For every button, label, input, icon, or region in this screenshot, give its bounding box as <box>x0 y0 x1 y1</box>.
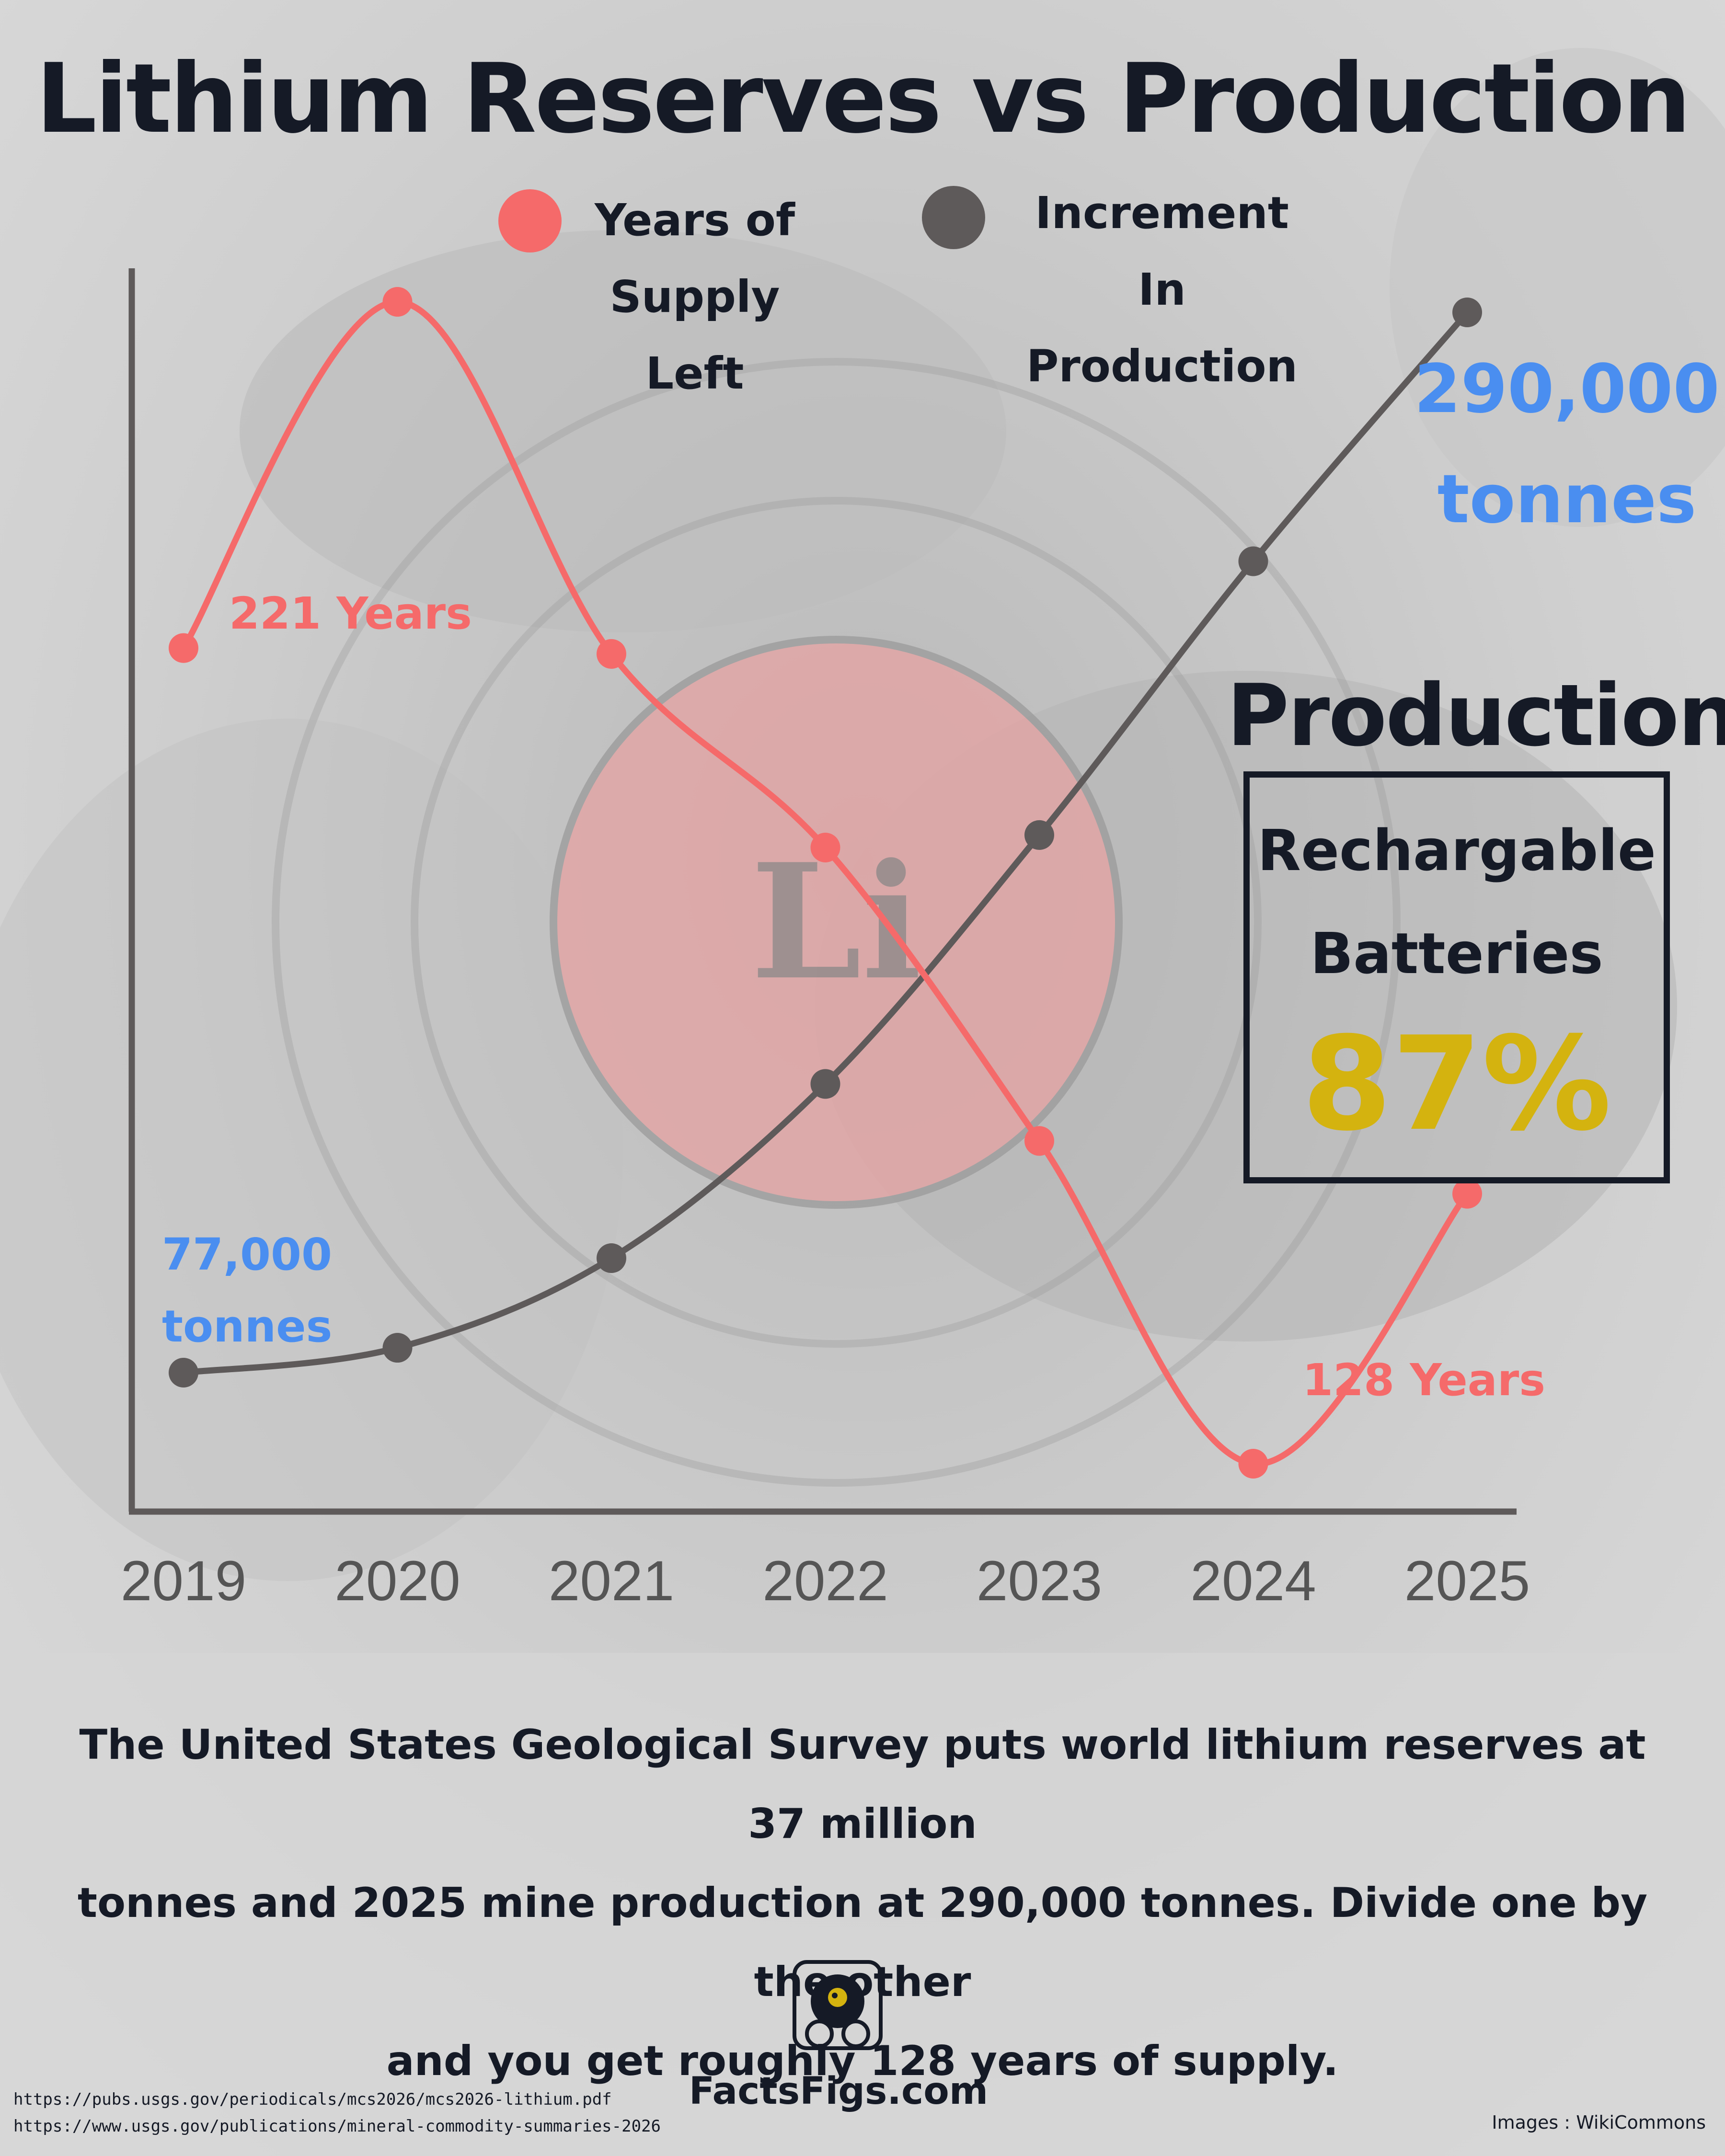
x-tick-label-2021: 2021 <box>549 1549 675 1613</box>
brand-name: FactsFigs.com <box>689 2070 989 2113</box>
data-point-production-2019 <box>169 1358 198 1388</box>
label-end-tonnes-value: 290,000 <box>1414 350 1720 428</box>
source-link-1[interactable]: https://pubs.usgs.gov/periodicals/mcs202… <box>13 2090 612 2109</box>
data-point-years-2022 <box>810 833 840 863</box>
footnote-line2: tonnes and 2025 mine production at 290,0… <box>77 1879 1648 2006</box>
footnote-line1: The United States Geological Survey puts… <box>79 1721 1646 1848</box>
legend-marker-production <box>922 186 985 249</box>
x-tick-label-2023: 2023 <box>977 1549 1103 1613</box>
data-point-production-2024 <box>1238 546 1268 576</box>
x-tick-labels: 2019 2020 2021 2022 2023 2024 2025 <box>121 1549 1530 1613</box>
data-point-years-2020 <box>382 287 413 317</box>
data-point-years-2024 <box>1238 1449 1268 1479</box>
legend-marker-years <box>498 189 562 252</box>
source-link-2[interactable]: https://www.usgs.gov/publications/minera… <box>13 2117 661 2136</box>
label-start-years: 221 Years <box>229 588 472 639</box>
data-point-production-2020 <box>382 1333 413 1363</box>
production-panel: Rechargable Batteries 87% <box>1243 771 1670 1183</box>
legend-label-production-line1: Increment In <box>1035 187 1289 315</box>
legend-label-years-line1: Years of <box>594 195 795 246</box>
chart-title: Lithium Reserves vs Production <box>35 43 1691 155</box>
label-end-tonnes-unit: tonnes <box>1438 460 1697 539</box>
data-point-production-2025 <box>1452 298 1482 327</box>
atom-nucleus <box>550 636 1123 1209</box>
production-line1: Rechargable <box>1257 817 1656 883</box>
value-annotations: 221 Years 128 Years 77,000 tonnes 290,000 ton… <box>162 350 1720 1406</box>
label-start-tonnes-unit: tonnes <box>162 1301 332 1352</box>
legend-item-production: Increment In Production <box>1006 175 1318 405</box>
legend-label-production-line2: Production <box>1026 341 1298 392</box>
footnote: The United States Geological Survey puts… <box>48 1706 1677 2101</box>
data-point-years-2023 <box>1024 1126 1054 1156</box>
legend-label-years-line2: Supply Left <box>610 271 780 399</box>
legend-item-years: Years of Supply Left <box>556 182 834 412</box>
x-tick-label-2019: 2019 <box>121 1549 247 1613</box>
data-point-production-2022 <box>810 1069 840 1099</box>
data-point-production-2023 <box>1024 820 1054 850</box>
atom-orbit-inner <box>411 497 1262 1348</box>
x-tick-label-2022: 2022 <box>762 1549 888 1613</box>
label-start-tonnes-value: 77,000 <box>162 1229 332 1280</box>
image-credit: Images : WikiCommons <box>1492 2112 1706 2133</box>
production-line2: Batteries <box>1310 920 1603 986</box>
data-point-years-2021 <box>597 639 626 669</box>
production-percent: 87% <box>1301 1009 1612 1159</box>
series-layer <box>169 287 1482 1479</box>
production-heading: Production <box>1227 666 1725 765</box>
data-point-production-2021 <box>597 1243 626 1273</box>
brand-logo-icon <box>793 1960 883 2050</box>
data-point-years-2019 <box>169 633 198 663</box>
atom-orbit-outer <box>272 358 1401 1487</box>
x-tick-label-2020: 2020 <box>334 1549 460 1613</box>
data-point-years-2025 <box>1452 1179 1482 1209</box>
label-end-years: 128 Years <box>1302 1354 1545 1406</box>
x-tick-label-2024: 2024 <box>1190 1549 1316 1613</box>
x-tick-label-2025: 2025 <box>1404 1549 1530 1613</box>
